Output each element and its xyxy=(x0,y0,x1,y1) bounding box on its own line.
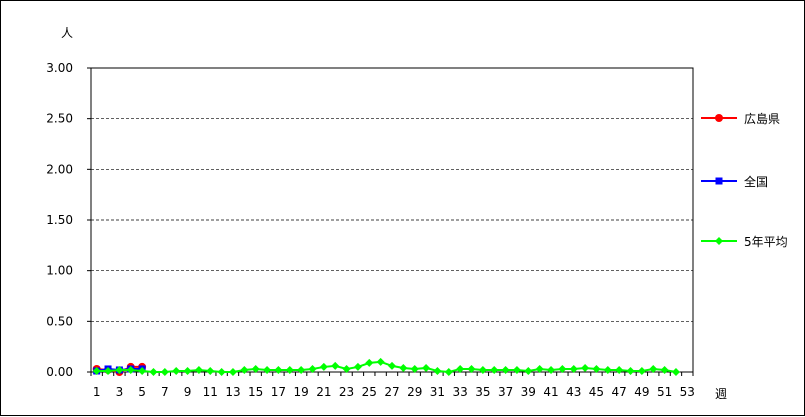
data-point xyxy=(558,364,567,373)
data-point xyxy=(660,365,669,374)
data-point xyxy=(217,368,226,376)
legend-marker xyxy=(715,114,723,122)
data-point xyxy=(501,365,510,374)
data-point xyxy=(399,363,408,372)
y-tick-label: 0.00 xyxy=(46,365,73,379)
legend-label: 広島県 xyxy=(744,111,780,126)
x-tick-label: 27 xyxy=(384,385,399,399)
data-point xyxy=(319,362,328,371)
x-tick-label: 51 xyxy=(657,385,672,399)
x-tick-label: 9 xyxy=(184,385,192,399)
data-point xyxy=(444,368,453,376)
series-line-2 xyxy=(96,360,677,374)
x-tick-label: 5 xyxy=(138,385,146,399)
x-tick-label: 3 xyxy=(116,385,124,399)
data-point xyxy=(342,364,351,373)
data-point xyxy=(388,361,396,370)
data-point xyxy=(115,365,124,374)
data-point xyxy=(297,365,306,374)
data-point xyxy=(615,365,624,374)
data-point xyxy=(456,364,465,373)
data-point xyxy=(160,368,169,376)
data-point xyxy=(206,366,215,375)
data-point xyxy=(240,365,249,374)
x-tick-label: 49 xyxy=(634,385,649,399)
x-tick-label: 17 xyxy=(271,385,286,399)
data-point xyxy=(581,363,590,372)
x-tick-label: 29 xyxy=(407,385,422,399)
x-tick-label: 15 xyxy=(248,385,263,399)
legend-marker xyxy=(715,237,723,245)
data-point xyxy=(228,368,237,376)
data-point xyxy=(410,364,419,373)
y-tick-label: 1.50 xyxy=(46,213,73,227)
data-point xyxy=(478,365,487,374)
data-point xyxy=(194,365,203,374)
x-tick-label: 37 xyxy=(498,385,513,399)
x-tick-label: 7 xyxy=(161,385,169,399)
y-tick-label: 2.50 xyxy=(46,112,73,126)
data-point xyxy=(92,366,101,375)
x-tick-label: 25 xyxy=(362,385,377,399)
data-point xyxy=(512,365,521,374)
data-point xyxy=(592,364,601,373)
data-point xyxy=(104,366,113,375)
y-tick-label: 0.50 xyxy=(46,314,73,328)
legend-label: 5年平均 xyxy=(744,235,788,249)
x-tick-label: 45 xyxy=(589,385,604,399)
data-point xyxy=(353,362,362,371)
x-tick-label: 31 xyxy=(430,385,445,399)
x-tick-label: 43 xyxy=(566,385,581,399)
data-point xyxy=(331,361,340,370)
data-point xyxy=(365,358,374,367)
data-point xyxy=(251,364,260,373)
data-point xyxy=(126,365,135,374)
x-tick-label: 47 xyxy=(612,385,627,399)
data-point xyxy=(467,364,476,373)
x-tick-label: 53 xyxy=(680,385,695,399)
data-point xyxy=(569,364,578,373)
data-point xyxy=(490,365,499,374)
data-point xyxy=(626,366,635,375)
y-axis-label: 人 xyxy=(61,26,73,40)
legend-label: 全国 xyxy=(744,174,768,189)
data-point xyxy=(422,363,431,372)
data-point xyxy=(172,366,181,375)
x-tick-label: 23 xyxy=(339,385,354,399)
x-tick-label: 21 xyxy=(316,385,331,399)
x-tick-label: 1 xyxy=(93,385,101,399)
x-tick-label: 13 xyxy=(225,385,240,399)
data-point xyxy=(649,364,658,373)
data-point xyxy=(535,364,544,373)
y-tick-label: 3.00 xyxy=(46,61,73,75)
data-point xyxy=(138,366,147,375)
data-point xyxy=(671,368,680,376)
x-tick-label: 35 xyxy=(475,385,490,399)
data-point xyxy=(308,364,317,373)
x-tick-label: 33 xyxy=(453,385,468,399)
data-point xyxy=(524,366,533,375)
data-point xyxy=(183,366,192,375)
data-point xyxy=(263,365,272,374)
x-tick-label: 39 xyxy=(521,385,536,399)
data-point xyxy=(433,366,442,375)
data-point xyxy=(547,365,556,374)
data-point xyxy=(603,365,612,374)
x-tick-label: 19 xyxy=(293,385,308,399)
data-point xyxy=(274,365,283,374)
data-point xyxy=(149,368,158,376)
x-axis-label: 週 xyxy=(715,387,727,401)
x-tick-label: 11 xyxy=(203,385,218,399)
y-tick-label: 2.00 xyxy=(46,162,73,176)
data-point xyxy=(637,366,646,375)
legend-marker xyxy=(715,177,723,185)
data-point xyxy=(376,357,385,366)
x-tick-label: 41 xyxy=(543,385,558,399)
data-point xyxy=(285,365,294,374)
y-tick-label: 1.00 xyxy=(46,264,73,278)
